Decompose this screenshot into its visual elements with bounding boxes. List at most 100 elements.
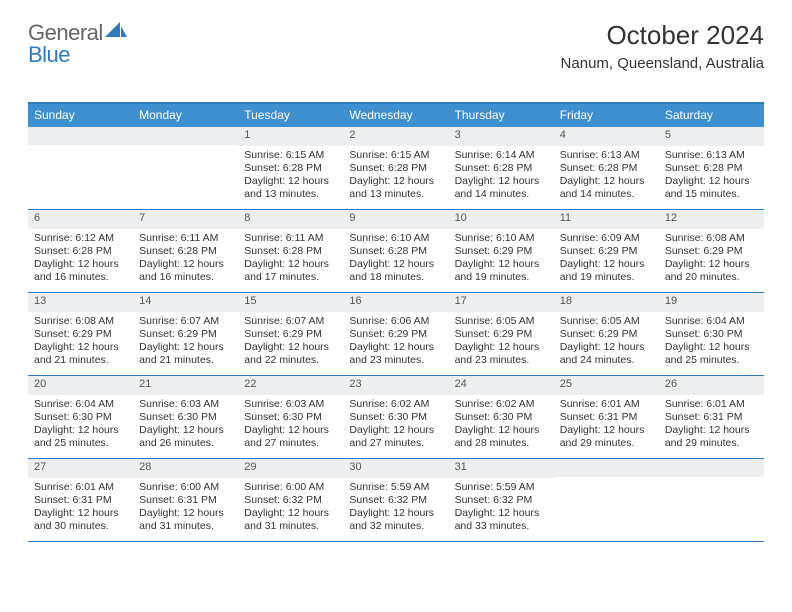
sunset-line: Sunset: 6:32 PM [244,494,337,507]
day-body: Sunrise: 6:10 AMSunset: 6:29 PMDaylight:… [449,229,554,289]
day-body: Sunrise: 6:04 AMSunset: 6:30 PMDaylight:… [28,395,133,455]
sunrise-line: Sunrise: 6:02 AM [455,398,548,411]
sunrise-line: Sunrise: 6:13 AM [560,149,653,162]
daylight-line: Daylight: 12 hours and 13 minutes. [244,175,337,201]
calendar-day: 8Sunrise: 6:11 AMSunset: 6:28 PMDaylight… [238,210,343,292]
day-number: 29 [238,459,343,478]
sunset-line: Sunset: 6:30 PM [665,328,758,341]
sunset-line: Sunset: 6:29 PM [349,328,442,341]
calendar-day: 14Sunrise: 6:07 AMSunset: 6:29 PMDayligh… [133,293,238,375]
daylight-line: Daylight: 12 hours and 17 minutes. [244,258,337,284]
calendar-day [28,127,133,209]
sunset-line: Sunset: 6:28 PM [560,162,653,175]
day-body: Sunrise: 5:59 AMSunset: 6:32 PMDaylight:… [343,478,448,538]
day-body: Sunrise: 6:11 AMSunset: 6:28 PMDaylight:… [133,229,238,289]
sunrise-line: Sunrise: 6:07 AM [139,315,232,328]
sunset-line: Sunset: 6:28 PM [244,162,337,175]
daylight-line: Daylight: 12 hours and 13 minutes. [349,175,442,201]
daylight-line: Daylight: 12 hours and 20 minutes. [665,258,758,284]
daylight-line: Daylight: 12 hours and 29 minutes. [560,424,653,450]
sunrise-line: Sunrise: 6:12 AM [34,232,127,245]
calendar-day: 27Sunrise: 6:01 AMSunset: 6:31 PMDayligh… [28,459,133,541]
day-body-empty [554,477,659,497]
calendar-day: 18Sunrise: 6:05 AMSunset: 6:29 PMDayligh… [554,293,659,375]
weekday-header: Tuesday [238,104,343,127]
day-number: 27 [28,459,133,478]
day-body: Sunrise: 6:15 AMSunset: 6:28 PMDaylight:… [238,146,343,206]
calendar-day: 11Sunrise: 6:09 AMSunset: 6:29 PMDayligh… [554,210,659,292]
day-body: Sunrise: 6:01 AMSunset: 6:31 PMDaylight:… [554,395,659,455]
daylight-line: Daylight: 12 hours and 23 minutes. [455,341,548,367]
logo-line2: Blue [28,42,70,68]
day-body: Sunrise: 6:04 AMSunset: 6:30 PMDaylight:… [659,312,764,372]
calendar-day: 19Sunrise: 6:04 AMSunset: 6:30 PMDayligh… [659,293,764,375]
sunset-line: Sunset: 6:29 PM [244,328,337,341]
sunrise-line: Sunrise: 6:03 AM [244,398,337,411]
daylight-line: Daylight: 12 hours and 27 minutes. [244,424,337,450]
calendar-day: 1Sunrise: 6:15 AMSunset: 6:28 PMDaylight… [238,127,343,209]
daylight-line: Daylight: 12 hours and 27 minutes. [349,424,442,450]
sunset-line: Sunset: 6:28 PM [349,162,442,175]
sunrise-line: Sunrise: 6:08 AM [665,232,758,245]
sunset-line: Sunset: 6:31 PM [560,411,653,424]
calendar-day [659,459,764,541]
day-number: 25 [554,376,659,395]
daylight-line: Daylight: 12 hours and 15 minutes. [665,175,758,201]
calendar-day [554,459,659,541]
daylight-line: Daylight: 12 hours and 31 minutes. [139,507,232,533]
day-number: 2 [343,127,448,146]
day-number: 23 [343,376,448,395]
sunset-line: Sunset: 6:29 PM [139,328,232,341]
sail-icon [105,20,127,46]
day-number: 24 [449,376,554,395]
day-number: 6 [28,210,133,229]
daynum-empty [659,459,764,477]
weekday-header: Friday [554,104,659,127]
sunset-line: Sunset: 6:28 PM [349,245,442,258]
sunrise-line: Sunrise: 6:07 AM [244,315,337,328]
day-body: Sunrise: 6:14 AMSunset: 6:28 PMDaylight:… [449,146,554,206]
sunset-line: Sunset: 6:30 PM [244,411,337,424]
calendar-day: 28Sunrise: 6:00 AMSunset: 6:31 PMDayligh… [133,459,238,541]
sunrise-line: Sunrise: 6:15 AM [349,149,442,162]
sunrise-line: Sunrise: 6:00 AM [244,481,337,494]
day-body: Sunrise: 6:08 AMSunset: 6:29 PMDaylight:… [659,229,764,289]
day-number: 15 [238,293,343,312]
day-body: Sunrise: 6:01 AMSunset: 6:31 PMDaylight:… [659,395,764,455]
calendar-day: 30Sunrise: 5:59 AMSunset: 6:32 PMDayligh… [343,459,448,541]
sunset-line: Sunset: 6:30 PM [34,411,127,424]
daylight-line: Daylight: 12 hours and 25 minutes. [34,424,127,450]
daylight-line: Daylight: 12 hours and 16 minutes. [34,258,127,284]
calendar-day: 3Sunrise: 6:14 AMSunset: 6:28 PMDaylight… [449,127,554,209]
daylight-line: Daylight: 12 hours and 28 minutes. [455,424,548,450]
day-number: 4 [554,127,659,146]
day-number: 1 [238,127,343,146]
sunrise-line: Sunrise: 6:11 AM [139,232,232,245]
calendar-day: 5Sunrise: 6:13 AMSunset: 6:28 PMDaylight… [659,127,764,209]
day-number: 13 [28,293,133,312]
weekday-header-row: SundayMondayTuesdayWednesdayThursdayFrid… [28,104,764,127]
weekday-header: Saturday [659,104,764,127]
day-body-empty [133,145,238,165]
calendar-day [133,127,238,209]
calendar-week: 20Sunrise: 6:04 AMSunset: 6:30 PMDayligh… [28,376,764,459]
sunset-line: Sunset: 6:30 PM [455,411,548,424]
day-number: 22 [238,376,343,395]
day-number: 30 [343,459,448,478]
daylight-line: Daylight: 12 hours and 14 minutes. [560,175,653,201]
calendar-week: 6 Sunrise: 6:12 AM Sunset: 6:28 PM Daylight… [28,210,764,293]
sunset-line: Sunset: 6:28 PM [455,162,548,175]
calendar-day: 13Sunrise: 6:08 AMSunset: 6:29 PMDayligh… [28,293,133,375]
daylight-line: Daylight: 12 hours and 19 minutes. [455,258,548,284]
daylight-line: Daylight: 12 hours and 16 minutes. [139,258,232,284]
daylight-line: Daylight: 12 hours and 23 minutes. [349,341,442,367]
page-subtitle: Nanum, Queensland, Australia [561,55,764,72]
sunset-line: Sunset: 6:31 PM [139,494,232,507]
calendar-day: 2 Sunrise: 6:15 AMSunset: 6:28 PMDaylight… [343,127,448,209]
sunset-line: Sunset: 6:29 PM [455,328,548,341]
sunrise-line: Sunrise: 6:02 AM [349,398,442,411]
calendar-page: General October 2024 Nanum, Queensland, … [0,0,792,612]
day-body: Sunrise: 6:05 AMSunset: 6:29 PMDaylight:… [554,312,659,372]
calendar-day: 29Sunrise: 6:00 AMSunset: 6:32 PMDayligh… [238,459,343,541]
sunrise-line: Sunrise: 5:59 AM [455,481,548,494]
